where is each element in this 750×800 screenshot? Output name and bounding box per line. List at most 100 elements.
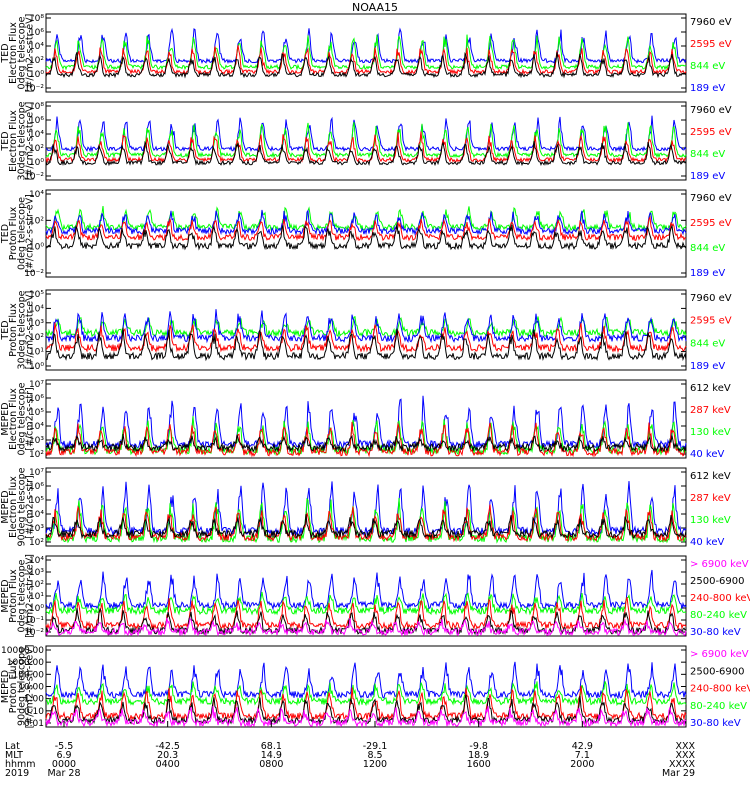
series-trace-2595-ev (45, 131, 687, 164)
series-trace-2595-ev (45, 215, 687, 242)
series-trace-189-ev (45, 309, 687, 344)
x-tick-hhmm: 2000 (570, 759, 594, 770)
y-tick-label: 10⁸ (29, 14, 44, 24)
y-tick-label: 10⁶ (29, 28, 44, 38)
y-tick-label: 10⁰ (29, 362, 44, 372)
y-axis-label-line: [#/cm2-s-str-eV] (25, 102, 36, 181)
legend-entry: 80-240 keV (690, 701, 747, 712)
y-tick-label: 100.00 (13, 670, 45, 680)
x-tick-mlt: 14.9 (261, 750, 282, 761)
y-tick-label: 0.01 (24, 719, 44, 729)
x-tick-hhmm: XXXX (669, 759, 696, 770)
legend-entry: > 6900 keV (690, 649, 749, 660)
x-tick-lat: 68.1 (261, 741, 282, 752)
y-axis-label-line: 0deg telescope (16, 197, 27, 270)
legend-entry: 189 eV (690, 171, 725, 182)
y-tick-label: 10⁻² (24, 172, 44, 182)
y-axis-label-line: [#/cm2-s-str-eV] (25, 291, 36, 370)
series-trace-80-240-kev (45, 591, 687, 616)
series-trace--6900-kev (45, 617, 687, 637)
y-tick-label: 10⁰ (29, 158, 44, 168)
legend-entry: 7960 eV (690, 293, 732, 304)
x-tick-mlt: 18.9 (468, 750, 489, 761)
legend-entry: 30-80 keV (690, 627, 741, 638)
y-tick-label: 10¹ (29, 348, 44, 358)
y-axis-label-line: [#/cm2-s-str-eV] (25, 194, 36, 273)
series-trace-844-ev (45, 122, 687, 159)
legend-entry: 2595 eV (690, 127, 732, 138)
y-tick-label: 10⁻² (24, 84, 44, 94)
series-trace-612-kev (45, 513, 687, 540)
y-tick-label: 10⁴ (29, 510, 44, 520)
y-tick-label: 10³ (29, 568, 44, 578)
legend-entry: 287 keV (690, 405, 731, 416)
y-tick-label: 10⁵ (29, 496, 44, 506)
x-tick-hhmm: 0000 (52, 759, 76, 770)
x-tick-hhmm: 0800 (259, 759, 283, 770)
series-trace-189-ev (45, 27, 687, 65)
legend-entry: 40 keV (690, 537, 724, 548)
panel-frame (45, 189, 687, 278)
y-tick-label: 10² (29, 216, 44, 226)
y-tick-label: 10² (29, 333, 44, 343)
y-axis-label-line: Electron Flux (8, 110, 19, 172)
y-tick-label: 10⁷ (29, 380, 44, 390)
legend-entry: 40 keV (690, 449, 724, 460)
panel-frame (45, 467, 687, 547)
y-tick-label: 10⁴ (29, 556, 44, 566)
y-tick-label: 0.10 (24, 707, 44, 717)
series-trace-30-80-kev (45, 661, 687, 700)
series-trace-2595-ev (45, 45, 687, 76)
x-row-label: Lat (5, 741, 20, 752)
x-tick-lat: -29.1 (363, 741, 388, 752)
y-tick-label: 10000.00 (1, 646, 44, 656)
y-tick-label: 10² (29, 580, 44, 590)
y-axis-label-line: MEPED (0, 579, 11, 612)
y-axis-label-line: Proton Flux (8, 303, 19, 357)
y-tick-label: 10⁵ (29, 290, 44, 300)
panel-frame (45, 379, 687, 459)
x-tick-hhmm: 1600 (467, 759, 491, 770)
y-axis-label-line: Electron Flux (8, 476, 19, 538)
legend-entry: 240-800 keV (690, 593, 750, 604)
y-axis-label-line: 90deg telescope (16, 647, 27, 726)
series-trace-844-ev (45, 206, 687, 233)
panel-frame (45, 13, 687, 93)
y-axis-label-line: MEPED (0, 490, 11, 523)
y-axis-label-line: Proton Flux (8, 569, 19, 623)
series-trace-844-ev (45, 315, 687, 338)
y-tick-label: 10.00 (18, 683, 44, 693)
legend-entry: 130 keV (690, 515, 731, 526)
legend-entry: 80-240 keV (690, 610, 747, 621)
series-trace-2595-ev (45, 322, 687, 353)
y-tick-label: 10⁶ (29, 394, 44, 404)
y-tick-label: 10⁶ (29, 116, 44, 126)
y-tick-label: 10² (29, 450, 44, 460)
legend-entry: 2595 eV (690, 218, 732, 229)
x-tick-date: Mar 29 (662, 768, 695, 779)
y-axis-label-line: MEPED (0, 670, 11, 703)
x-tick-hhmm: 1200 (363, 759, 387, 770)
y-axis-label-line: TED (0, 131, 11, 151)
y-tick-label: 10⁷ (29, 468, 44, 478)
y-tick-label: 10⁰ (29, 604, 44, 614)
series-trace-7960-ev (45, 51, 687, 79)
y-tick-label: 10² (29, 144, 44, 154)
series-trace-240-800-kev (45, 685, 687, 722)
y-axis-label-line: TED (0, 224, 11, 244)
y-tick-label: 10³ (29, 319, 44, 329)
series-trace-844-ev (45, 34, 687, 71)
y-axis-label-line: 0deg telescope (16, 382, 27, 455)
y-tick-label: 10⁴ (29, 42, 44, 52)
y-axis-label-line: [#/cm2-s-str-eV] (25, 14, 36, 93)
